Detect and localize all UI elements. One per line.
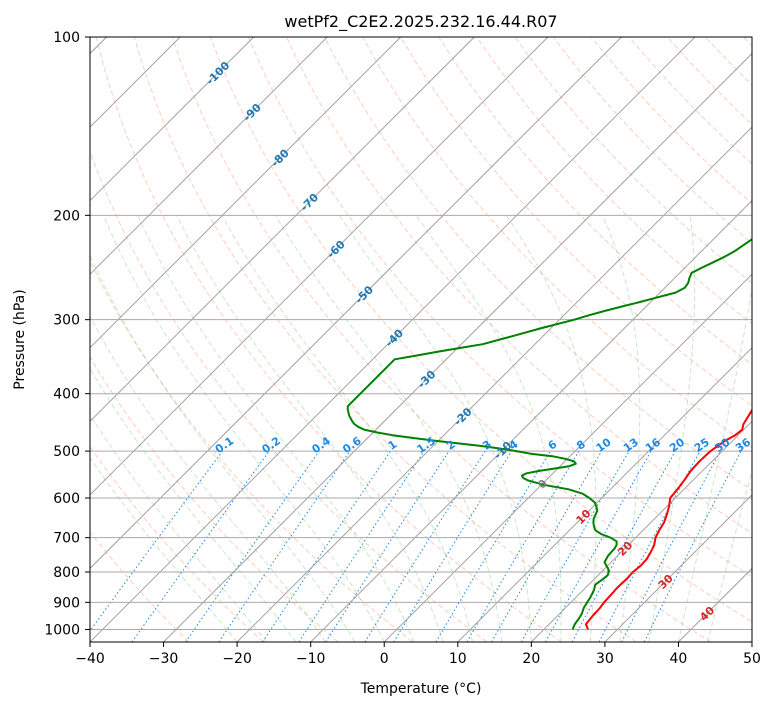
- y-tick-label: 200: [53, 208, 80, 224]
- isotherm-line: [604, 494, 752, 642]
- isotherm-line: [236, 126, 752, 642]
- mixing-ratio-line: [218, 450, 351, 642]
- mixing-ratio-line: [393, 450, 513, 642]
- isotherm-line: [90, 37, 254, 202]
- x-tick-label: 20: [522, 651, 540, 667]
- x-tick-label: 0: [380, 651, 389, 667]
- dry-adiabat: [95, 37, 562, 642]
- mixing-ratio-line: [131, 450, 270, 642]
- dry-adiabat: [133, 37, 637, 642]
- moist-adiabat: [505, 215, 597, 642]
- x-tick-label: −30: [149, 651, 179, 667]
- dry-adiabat: [90, 445, 264, 642]
- isotherm-line: [457, 347, 752, 642]
- mixing-ratio-line: [262, 450, 391, 642]
- moist-adiabat: [90, 414, 267, 642]
- profiles: [346, 238, 752, 630]
- dry-adiabat: [90, 356, 339, 642]
- axes: −40 −30 −20 −10 0 10 20 30 40 50 100 200 300 400 500 60…: [44, 30, 761, 667]
- background-lines: [90, 37, 752, 642]
- y-tick-label: 600: [53, 491, 80, 507]
- mixing-ratio-line: [545, 450, 652, 642]
- y-tick-label: 1000: [44, 622, 80, 638]
- y-tick-label: 400: [53, 387, 80, 403]
- moist-adiabat: [90, 315, 326, 642]
- chart-title: wetPf2_C2E2.2025.232.16.44.R07: [284, 12, 557, 32]
- dry-adiabat: [514, 37, 752, 284]
- plot-frame: [89, 36, 753, 643]
- x-tick-label: 50: [743, 651, 761, 667]
- grid-lines: [90, 37, 752, 642]
- dry-adiabat: [90, 531, 190, 642]
- isotherm-line: [383, 273, 752, 642]
- plot-background: [90, 37, 752, 642]
- isotherm-line: [90, 37, 328, 275]
- x-axis-title: Temperature (°C): [360, 681, 482, 697]
- y-tick-label: 800: [53, 565, 80, 581]
- dry-adiabat: [247, 37, 752, 578]
- isotherm-line: [531, 420, 752, 642]
- moist-adiabat: [274, 215, 503, 642]
- isotherm-line: [90, 37, 549, 496]
- dewpoint-profile-line: [346, 238, 752, 630]
- x-tick-label: 30: [596, 651, 614, 667]
- mixing-ratio-line: [571, 450, 676, 642]
- isotherm-line: [90, 37, 402, 349]
- isotherm-line: [163, 52, 752, 642]
- y-axis-title: Pressure (hPa): [12, 289, 28, 389]
- dry-adiabat: [438, 37, 752, 366]
- isotherm-line: [751, 641, 752, 642]
- y-tick-label: 700: [53, 531, 80, 547]
- moist-adiabat: [602, 215, 641, 642]
- moist-adiabat: [90, 456, 238, 642]
- moist-adiabat: [415, 215, 562, 642]
- isotherm-line: [310, 200, 752, 642]
- isotherm-line: [90, 37, 696, 642]
- mixing-ratio-line: [90, 450, 223, 632]
- x-tick-label: 10: [449, 651, 467, 667]
- dry-adiabat: [324, 37, 752, 491]
- x-tick-label: −10: [296, 651, 326, 667]
- dry-adiabat: [400, 37, 752, 407]
- moist-adiabat: [648, 215, 696, 642]
- mixing-ratio-line: [521, 450, 630, 642]
- y-tick-label: 300: [53, 313, 80, 329]
- dry-adiabat: [171, 37, 712, 642]
- mixing-ratio-line: [298, 450, 425, 642]
- moist-adiabat: [103, 215, 385, 642]
- temperature-profile-line: [584, 408, 752, 630]
- x-tick-label: −20: [222, 651, 252, 667]
- dry-adiabat: [90, 150, 488, 642]
- y-tick-label: 100: [53, 30, 80, 46]
- x-tick-label: 40: [670, 651, 688, 667]
- moist-adiabat: [338, 215, 532, 642]
- y-tick-label: 900: [53, 595, 80, 611]
- mixing-ratio-line: [185, 450, 320, 642]
- x-tick-label: −40: [75, 651, 105, 667]
- mixing-ratio-line: [643, 450, 742, 642]
- moist-adiabat: [176, 215, 444, 642]
- moist-adiabat: [137, 215, 415, 642]
- moist-adiabat: [90, 367, 297, 642]
- moist-adiabat: [707, 468, 752, 642]
- isotherm-line: [90, 37, 622, 570]
- y-tick-label: 500: [53, 444, 80, 460]
- moist-adiabat: [90, 254, 356, 642]
- mixing-ratio-line: [325, 450, 450, 642]
- moist-adiabat: [677, 284, 752, 642]
- isotherm-line: [90, 37, 475, 422]
